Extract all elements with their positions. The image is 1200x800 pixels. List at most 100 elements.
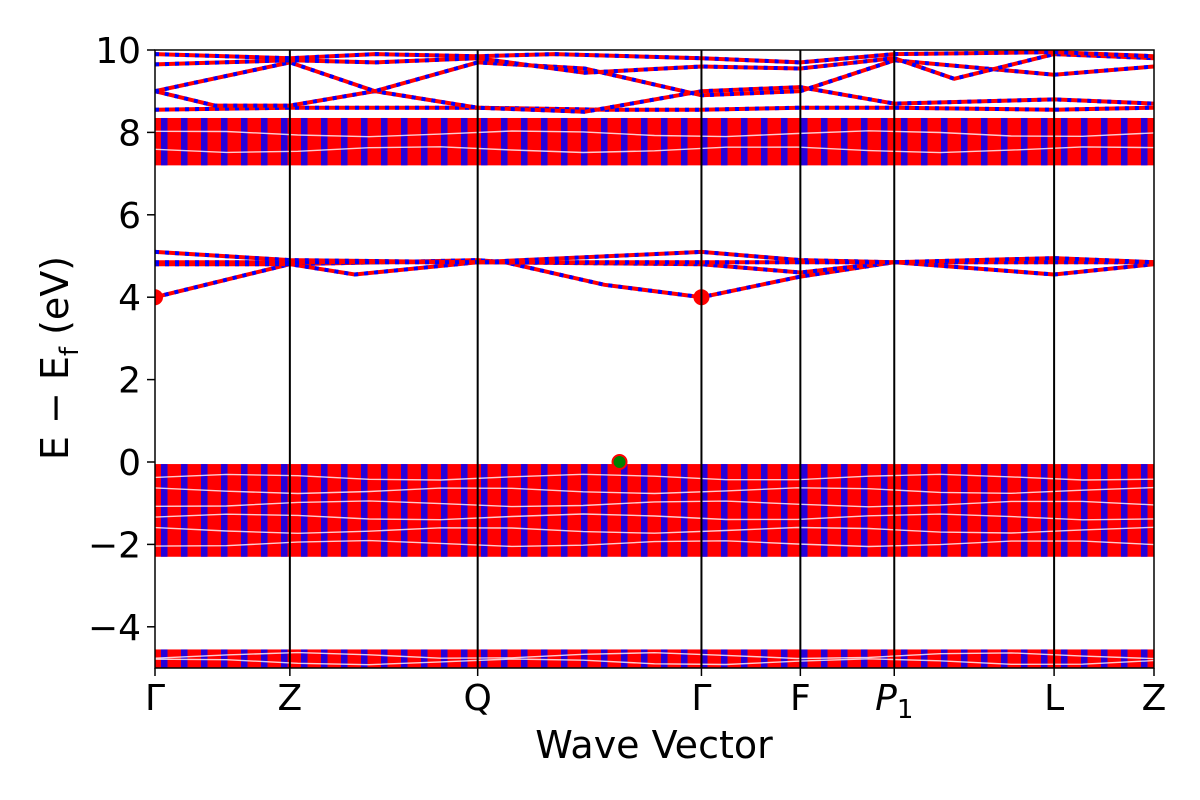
spin-down-stripe <box>921 464 928 557</box>
band-gap-line <box>155 526 1154 535</box>
spin-down-stripe <box>561 464 568 557</box>
spin-down-stripe <box>361 117 368 166</box>
spin-down-stripe <box>661 464 668 557</box>
spin-down-stripe <box>1041 649 1048 668</box>
spin-down-stripe <box>501 464 508 557</box>
spin-down-stripe <box>701 117 708 166</box>
band-gap-line <box>155 130 1154 138</box>
spin-down-stripe <box>581 464 588 557</box>
spin-down-stripe <box>541 464 548 557</box>
spin-down-stripe <box>221 649 228 668</box>
spin-down-stripe <box>161 117 168 166</box>
spin-down-stripe <box>1141 464 1148 557</box>
extremum-marker-0 <box>155 289 163 306</box>
y-tick-label: 6 <box>118 196 141 237</box>
spin-down-stripe <box>621 649 628 668</box>
band-gap-line <box>155 473 1154 481</box>
spin-down-stripe <box>621 464 628 557</box>
spin-down-stripe <box>641 464 648 557</box>
band-gap-line <box>155 500 1154 508</box>
spin-down-stripe <box>1101 464 1108 557</box>
spin-down-stripe <box>681 464 688 557</box>
spin-down-stripe <box>581 117 588 166</box>
spin-down-stripe <box>1061 117 1068 166</box>
y-tick-label: −2 <box>88 525 141 566</box>
spin-down-stripe <box>981 117 988 166</box>
spin-down-stripe <box>1081 464 1088 557</box>
band-gap-line <box>155 539 1154 548</box>
spin-down-stripe <box>341 117 348 166</box>
spin-down-stripe <box>841 117 848 166</box>
band-manifold-valence <box>155 464 1154 557</box>
x-tick-label-main: P <box>875 678 897 719</box>
spin-down-stripe <box>361 649 368 668</box>
spin-down-stripe <box>181 117 188 166</box>
spin-down-stripe <box>801 117 808 166</box>
band-gap-line <box>155 486 1154 495</box>
spin-down-stripe <box>401 117 408 166</box>
spin-down-stripe <box>281 464 288 557</box>
spin-down-stripe <box>161 464 168 557</box>
spin-down-stripe <box>941 649 948 668</box>
spin-down-stripe <box>301 649 308 668</box>
x-tick-label: Γ <box>145 678 165 719</box>
spin-down-stripe <box>761 464 768 557</box>
spin-down-stripe <box>841 649 848 668</box>
spin-down-stripe <box>1021 117 1028 166</box>
spin-down-stripe <box>641 117 648 166</box>
spin-down-stripe <box>761 117 768 166</box>
band-5 <box>155 85 1154 114</box>
spin-down-stripe <box>661 649 668 668</box>
spin-down-stripe <box>261 117 268 166</box>
y-tick-label: 10 <box>95 31 141 72</box>
spin-down-stripe <box>481 649 488 668</box>
spin-down-stripe <box>781 649 788 668</box>
spin-down-stripe <box>301 117 308 166</box>
x-tick-label: L <box>1044 678 1064 719</box>
band-5-spin-down <box>155 85 1154 114</box>
plot-area <box>155 50 1154 668</box>
x-tick-label: Z <box>1142 678 1167 719</box>
spin-down-stripe <box>1061 464 1068 557</box>
y-axis-title-main: E − E <box>33 356 77 460</box>
spin-down-stripe <box>901 464 908 557</box>
spin-down-stripe <box>741 117 748 166</box>
band-4 <box>155 105 1154 112</box>
spin-down-stripe <box>281 649 288 668</box>
spin-down-stripe <box>361 464 368 557</box>
spin-down-stripe <box>421 117 428 166</box>
spin-down-stripe <box>241 649 248 668</box>
spin-down-stripe <box>721 117 728 166</box>
spin-down-stripe <box>961 464 968 557</box>
spin-down-stripe <box>421 649 428 668</box>
spin-down-stripe <box>301 464 308 557</box>
spin-down-stripe <box>821 464 828 557</box>
band-3 <box>155 256 1154 265</box>
spin-down-stripe <box>701 649 708 668</box>
spin-down-stripe <box>821 117 828 166</box>
spin-down-stripe <box>521 117 528 166</box>
band-gap-line <box>155 513 1154 521</box>
spin-down-stripe <box>261 464 268 557</box>
spin-down-stripe <box>1021 464 1028 557</box>
spin-down-stripe <box>661 117 668 166</box>
spin-down-stripe <box>881 117 888 166</box>
spin-down-stripe <box>1021 649 1028 668</box>
spin-down-stripe <box>481 464 488 557</box>
spin-down-stripe <box>901 649 908 668</box>
spin-down-stripe <box>781 464 788 557</box>
x-tick-label-sub: 1 <box>897 695 914 725</box>
spin-down-stripe <box>201 464 208 557</box>
spin-down-stripe <box>1101 117 1108 166</box>
spin-down-stripe <box>341 649 348 668</box>
y-tick-label: −4 <box>88 608 141 649</box>
spin-down-stripe <box>561 649 568 668</box>
spin-down-stripe <box>441 464 448 557</box>
spin-down-stripe <box>601 117 608 166</box>
spin-down-stripe <box>1101 649 1108 668</box>
spin-down-stripe <box>381 117 388 166</box>
spin-down-stripe <box>541 649 548 668</box>
band-6 <box>155 58 1154 98</box>
spin-down-stripe <box>801 464 808 557</box>
